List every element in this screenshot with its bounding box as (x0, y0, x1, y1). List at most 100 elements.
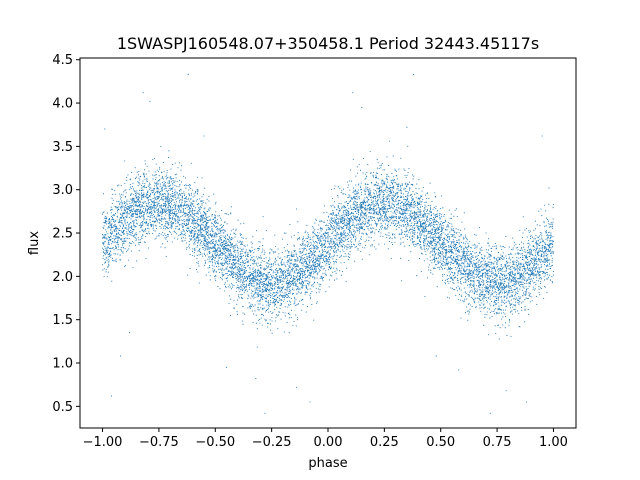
data-point (421, 228, 423, 230)
data-point (119, 224, 121, 226)
data-point (251, 304, 254, 306)
data-point (254, 260, 256, 262)
data-point (256, 346, 258, 348)
data-point (266, 322, 269, 324)
data-point (155, 220, 157, 222)
data-point (151, 213, 153, 215)
data-point (358, 211, 360, 213)
data-point (219, 230, 222, 232)
data-point (547, 278, 549, 280)
data-point (154, 210, 156, 212)
data-point (397, 197, 399, 199)
data-point (177, 222, 179, 224)
data-point (136, 200, 138, 202)
data-point (301, 271, 303, 273)
data-point (196, 220, 198, 222)
data-point (175, 208, 177, 210)
data-point (213, 225, 215, 227)
data-point (184, 203, 186, 205)
data-point (339, 243, 341, 245)
data-point (249, 271, 251, 273)
data-point (530, 258, 532, 260)
data-point (469, 272, 471, 274)
data-point (450, 287, 452, 289)
data-point (177, 219, 179, 221)
data-point (192, 219, 194, 221)
data-point (347, 240, 349, 242)
data-point (290, 276, 293, 278)
data-point (354, 260, 356, 262)
data-point (110, 220, 112, 222)
data-point (541, 235, 543, 237)
data-point (126, 210, 128, 212)
data-point (138, 192, 140, 194)
data-point (297, 232, 299, 234)
data-point (224, 229, 226, 231)
data-point (185, 184, 187, 186)
data-point (490, 264, 492, 266)
data-point (315, 292, 318, 294)
data-point (213, 239, 215, 241)
data-point (536, 273, 538, 275)
data-point (342, 210, 344, 212)
data-point (447, 221, 449, 224)
data-point (280, 318, 282, 320)
data-point (429, 264, 431, 266)
data-point (405, 177, 407, 179)
data-point (323, 259, 325, 262)
data-point (168, 230, 170, 232)
data-point (229, 263, 231, 265)
data-point (489, 303, 491, 305)
data-point (510, 252, 512, 254)
data-point (130, 225, 133, 227)
data-point (409, 237, 411, 239)
data-point (547, 268, 549, 270)
data-point (320, 239, 322, 241)
data-point (166, 178, 168, 180)
data-point (108, 254, 110, 256)
data-point (232, 275, 234, 277)
data-point (475, 271, 478, 273)
data-point (485, 232, 487, 234)
data-point (293, 270, 295, 272)
data-point (214, 257, 216, 259)
data-point (418, 204, 420, 206)
data-point (471, 256, 473, 258)
data-point (475, 290, 477, 292)
data-point (306, 271, 309, 273)
data-point (528, 230, 530, 232)
data-point (103, 211, 105, 213)
data-point (378, 195, 380, 197)
data-point (174, 184, 176, 187)
data-point (292, 276, 295, 278)
data-point (214, 269, 216, 271)
data-point (335, 215, 338, 217)
data-point (393, 221, 395, 223)
data-point (314, 242, 316, 244)
data-point (214, 222, 217, 224)
data-point (207, 245, 209, 247)
data-point (157, 183, 159, 186)
data-point (172, 222, 174, 224)
data-point (466, 310, 468, 312)
data-point (341, 222, 344, 224)
data-point (188, 200, 190, 202)
data-point (415, 197, 417, 199)
data-point (373, 183, 375, 185)
data-point (529, 253, 531, 255)
data-point (192, 254, 194, 257)
data-point (204, 259, 206, 262)
data-point (159, 206, 161, 208)
data-point (334, 261, 336, 263)
data-point (139, 179, 141, 181)
data-point (425, 201, 427, 203)
data-point (490, 256, 492, 258)
data-point (538, 236, 540, 238)
data-point (162, 185, 164, 187)
data-point (391, 198, 393, 200)
data-point (536, 241, 538, 243)
data-point (371, 199, 373, 201)
data-point (540, 247, 542, 249)
data-point (516, 256, 518, 259)
data-point (547, 248, 550, 251)
